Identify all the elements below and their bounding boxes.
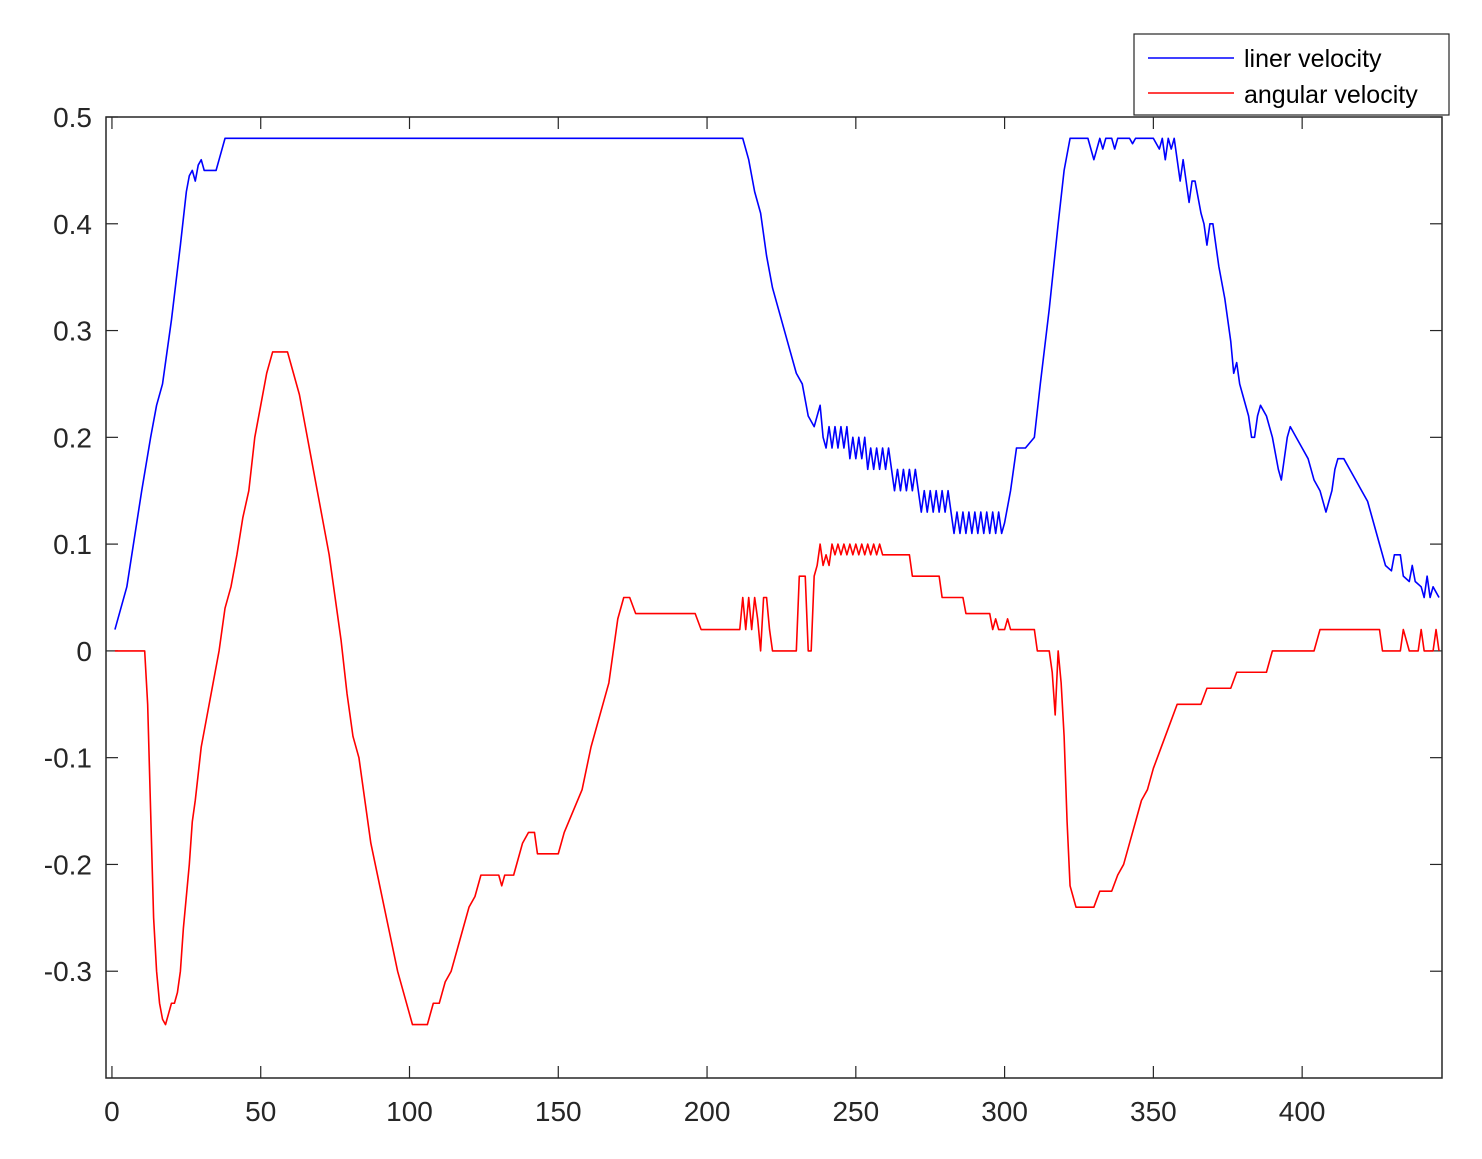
y-tick-label: 0.1 [53, 529, 92, 560]
series-line-angular-velocity [114, 351, 1440, 1026]
legend-label-angular-velocity: angular velocity [1244, 81, 1418, 109]
x-tick-label: 300 [981, 1096, 1028, 1127]
y-tick-label: -0.2 [44, 849, 92, 880]
x-tick-label: 200 [684, 1096, 731, 1127]
y-tick-label: -0.1 [44, 743, 92, 774]
legend-box [1133, 33, 1450, 116]
y-tick-label: 0.5 [53, 102, 92, 133]
y-tick-label: 0.2 [53, 422, 92, 453]
x-tick-label: 50 [245, 1096, 276, 1127]
series-line-liner-velocity [114, 137, 1440, 630]
y-tick-label: 0 [76, 636, 92, 667]
axis-ticks: 0 50 100 150 200 250 300 350 400 -0.3 -0.2 -0.1 0 0.1… [44, 102, 1442, 1127]
legend-label-liner-velocity: liner velocity [1244, 45, 1382, 73]
x-tick-label: 400 [1279, 1096, 1326, 1127]
x-tick-label: 100 [386, 1096, 433, 1127]
x-tick-label: 150 [535, 1096, 582, 1127]
y-tick-label: -0.3 [44, 956, 92, 987]
legend: liner velocity angular velocity [1133, 33, 1450, 116]
x-tick-label: 0 [104, 1096, 120, 1127]
y-tick-label: 0.4 [53, 209, 92, 240]
x-tick-label: 250 [832, 1096, 879, 1127]
y-tick-label: 0.3 [53, 316, 92, 347]
plot-area [105, 116, 1443, 1079]
x-tick-label: 350 [1130, 1096, 1177, 1127]
series-lines [114, 137, 1440, 1026]
